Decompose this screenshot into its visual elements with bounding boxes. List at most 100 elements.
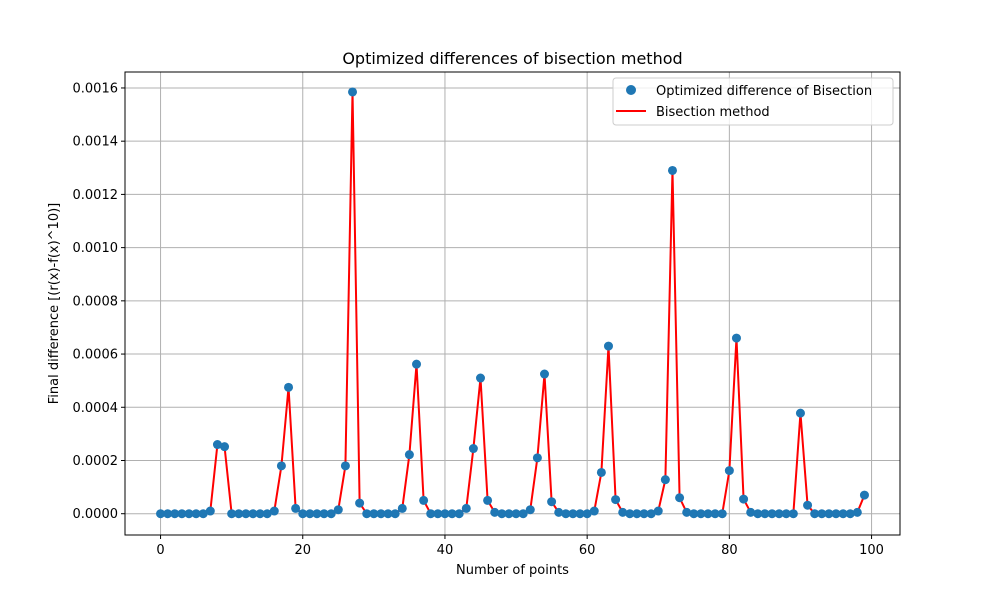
data-point bbox=[348, 87, 358, 97]
data-point bbox=[831, 509, 841, 519]
data-point bbox=[419, 495, 429, 505]
data-point bbox=[476, 373, 485, 383]
data-point bbox=[163, 509, 173, 519]
data-point bbox=[191, 509, 201, 519]
data-point bbox=[518, 509, 528, 519]
data-point bbox=[483, 495, 493, 505]
data-point bbox=[255, 509, 265, 519]
data-point bbox=[525, 505, 535, 515]
data-point bbox=[241, 509, 251, 519]
data-point bbox=[575, 509, 585, 519]
legend: Optimized difference of Bisection Bisect… bbox=[612, 77, 894, 126]
data-point bbox=[817, 509, 827, 519]
data-point bbox=[540, 369, 549, 379]
data-point bbox=[532, 453, 542, 463]
data-point bbox=[198, 509, 208, 519]
data-point bbox=[383, 509, 393, 519]
y-tick-label: 0.0014 bbox=[73, 135, 119, 150]
data-point bbox=[205, 506, 215, 516]
data-point bbox=[369, 509, 379, 519]
data-point bbox=[582, 509, 592, 519]
data-point bbox=[646, 509, 656, 519]
data-point bbox=[852, 507, 862, 517]
chart-title: Optimized differences of bisection metho… bbox=[342, 49, 682, 68]
data-point bbox=[568, 509, 578, 519]
data-point bbox=[760, 509, 770, 519]
data-point bbox=[433, 509, 443, 519]
scatter-series bbox=[156, 87, 869, 519]
data-point bbox=[632, 509, 642, 519]
data-point bbox=[803, 500, 813, 510]
legend-scatter-label: Optimized difference of Bisection bbox=[656, 84, 872, 99]
y-tick-label: 0.0016 bbox=[73, 81, 119, 96]
data-point bbox=[212, 440, 222, 450]
data-point bbox=[390, 509, 400, 519]
data-point bbox=[170, 509, 180, 519]
x-tick-label: 20 bbox=[294, 543, 311, 558]
x-tick-label: 80 bbox=[721, 543, 738, 558]
data-point bbox=[689, 509, 699, 519]
data-point bbox=[412, 359, 422, 369]
x-tick-label: 40 bbox=[437, 543, 454, 558]
legend-frame bbox=[612, 77, 894, 126]
data-point bbox=[859, 490, 869, 500]
y-tick-label: 0.0010 bbox=[73, 241, 119, 256]
data-point bbox=[184, 509, 194, 519]
y-tick-label: 0.0012 bbox=[73, 188, 119, 203]
data-point bbox=[675, 493, 685, 503]
data-point bbox=[746, 507, 756, 517]
y-tick-label: 0.0004 bbox=[73, 401, 119, 416]
data-point bbox=[703, 509, 713, 519]
data-point bbox=[262, 509, 272, 519]
data-point bbox=[248, 509, 258, 519]
y-tick-label: 0.0008 bbox=[73, 294, 119, 309]
data-point bbox=[603, 341, 613, 351]
data-point bbox=[717, 509, 727, 519]
data-point bbox=[511, 509, 521, 519]
data-point bbox=[227, 509, 237, 519]
data-point bbox=[561, 509, 571, 519]
data-point bbox=[682, 507, 692, 517]
x-tick-label: 0 bbox=[156, 543, 164, 558]
data-point bbox=[497, 509, 507, 519]
data-point bbox=[355, 498, 365, 508]
data-point bbox=[710, 509, 720, 519]
data-point bbox=[667, 165, 677, 175]
data-point bbox=[305, 509, 315, 519]
data-point bbox=[696, 509, 706, 519]
data-point bbox=[326, 509, 336, 519]
data-point bbox=[156, 509, 166, 519]
data-point bbox=[625, 509, 635, 519]
data-point bbox=[234, 509, 244, 519]
data-point bbox=[810, 509, 820, 519]
data-point bbox=[490, 507, 500, 517]
data-point bbox=[824, 509, 834, 519]
data-point bbox=[589, 506, 599, 516]
data-point bbox=[276, 461, 286, 471]
data-point bbox=[739, 494, 749, 504]
data-point bbox=[291, 503, 301, 513]
data-point bbox=[440, 509, 450, 519]
data-point bbox=[468, 444, 478, 454]
data-point bbox=[319, 509, 329, 519]
data-point bbox=[618, 507, 628, 517]
data-point bbox=[404, 450, 414, 460]
y-axis-ticks: 0.0000 0.0002 0.0004 0.0006 0.0008 0.0010 0.00… bbox=[73, 81, 125, 522]
data-point bbox=[653, 506, 663, 516]
data-point bbox=[269, 506, 279, 516]
data-point bbox=[397, 503, 407, 513]
data-point bbox=[639, 509, 649, 519]
data-point bbox=[774, 509, 784, 519]
data-point bbox=[845, 509, 855, 519]
data-point bbox=[333, 505, 343, 515]
data-point bbox=[447, 509, 457, 519]
data-point bbox=[504, 509, 514, 519]
data-point bbox=[554, 507, 564, 517]
data-point bbox=[454, 509, 464, 519]
y-tick-label: 0.0000 bbox=[73, 507, 119, 522]
data-point bbox=[312, 509, 322, 519]
data-point bbox=[753, 509, 763, 519]
data-point bbox=[220, 442, 230, 452]
data-point bbox=[426, 509, 436, 519]
x-axis-ticks: 0 20 40 60 80 100 bbox=[156, 535, 884, 558]
